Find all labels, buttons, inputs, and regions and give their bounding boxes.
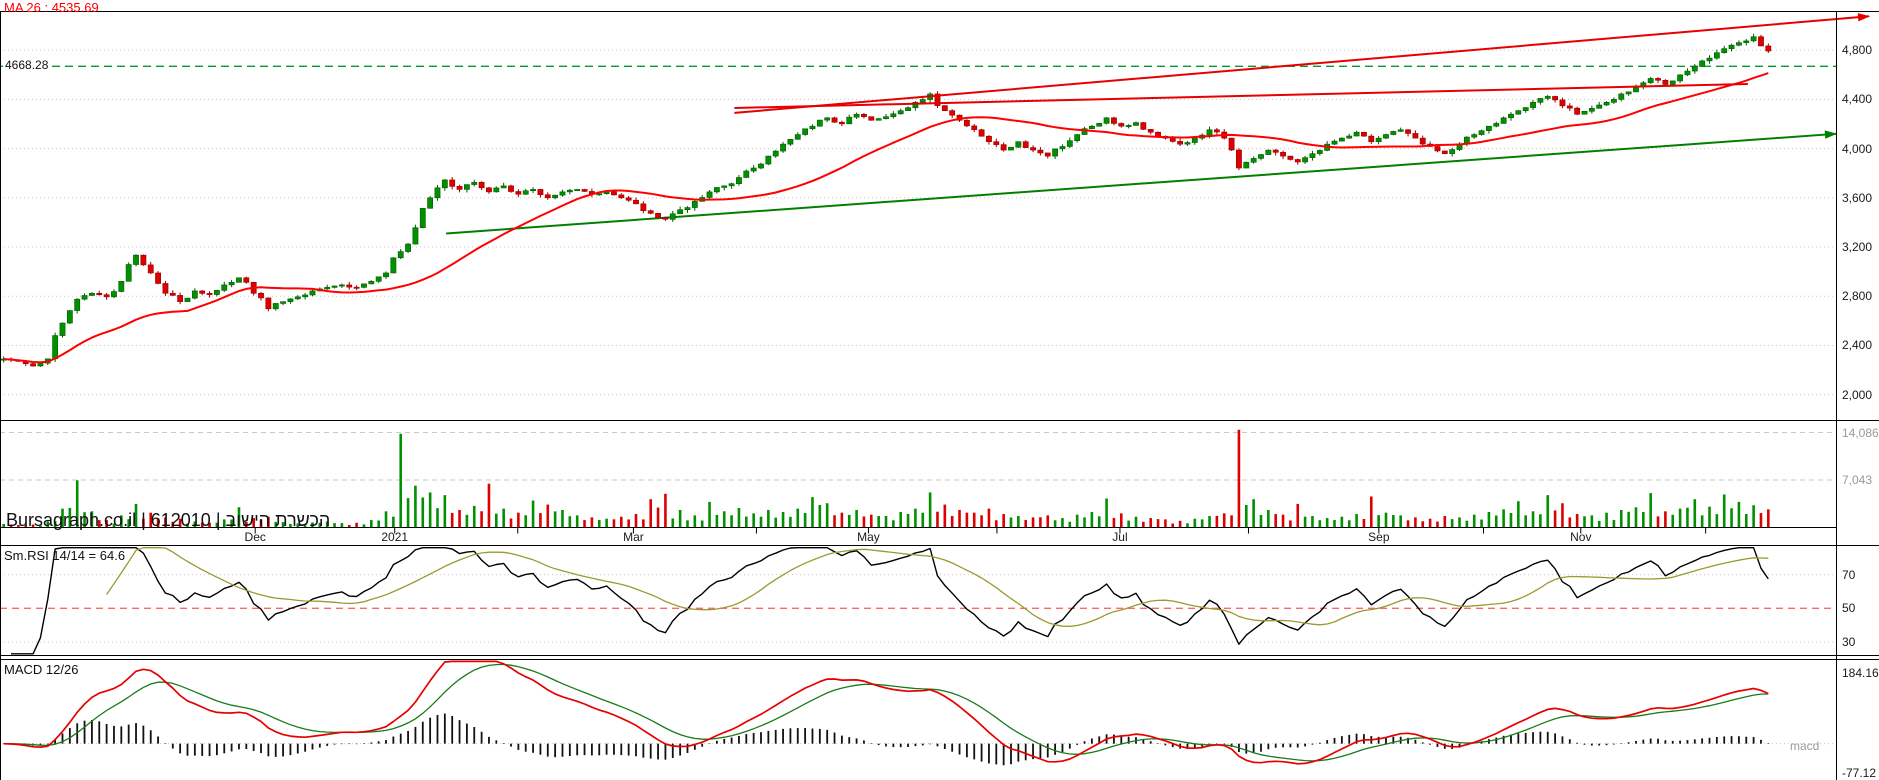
price-axis-tick-label: 3,200 bbox=[1842, 240, 1873, 254]
volume-gridlines bbox=[0, 432, 1836, 481]
macd-line bbox=[3, 660, 1769, 765]
macd-axis-tick-label: -77.12 bbox=[1842, 766, 1877, 780]
time-axis-month-label: Dec bbox=[244, 530, 266, 544]
rsi-smoothed-line bbox=[106, 547, 1769, 627]
price-axis-tick-label: 4,000 bbox=[1842, 141, 1873, 156]
month-ticks bbox=[254, 527, 1707, 534]
volume-axis-tick-label: 14,086 bbox=[1842, 425, 1879, 440]
time-axis-month-label: 2021 bbox=[381, 530, 409, 544]
price-axis-tick-label: 3,600 bbox=[1842, 190, 1873, 205]
macd-axis-tick-label: 184.16 bbox=[1842, 666, 1879, 681]
support-trendline bbox=[446, 130, 1837, 235]
rsi-axis-tick-label: 50 bbox=[1842, 601, 1856, 616]
macd-histogram bbox=[2, 713, 1770, 766]
macd-axis-name-label: macd bbox=[1790, 739, 1820, 753]
price-axis-tick-label: 2,800 bbox=[1842, 289, 1873, 304]
time-axis-month-label: Sep bbox=[1368, 530, 1390, 544]
ma-line bbox=[3, 72, 1769, 364]
panel-borders bbox=[0, 11, 1879, 780]
time-axis-month-label: Mar bbox=[623, 530, 644, 544]
volume-axis-tick-label: 7,043 bbox=[1842, 473, 1873, 488]
rsi-line bbox=[11, 547, 1769, 655]
rsi-axis-tick-label: 70 bbox=[1842, 567, 1856, 582]
price-axis-tick-label: 4,400 bbox=[1842, 92, 1873, 107]
macd-indicator-label: MACD 12/26 bbox=[4, 662, 79, 677]
candlestick-series bbox=[0, 33, 1772, 367]
rsi-indicator-label: Sm.RSI 14/14 = 64.6 bbox=[4, 548, 126, 563]
ma-value-label: MA 26 : 4535.69 bbox=[4, 0, 99, 15]
price-level-label: 4668.28 bbox=[3, 58, 51, 73]
price-axis-tick-label: 2,000 bbox=[1842, 387, 1873, 402]
volume-bars bbox=[2, 429, 1770, 528]
time-axis-month-label: May bbox=[857, 530, 880, 544]
price-axis-tick-label: 4,800 bbox=[1842, 43, 1873, 58]
time-axis-month-label: Jul bbox=[1112, 530, 1128, 544]
time-axis-month-label: Nov bbox=[1570, 530, 1592, 544]
resistance-trendlines bbox=[734, 13, 1870, 114]
watermark-ticker-title: Bursagraph.co.il | 612010 | הכשרת הישוב bbox=[6, 510, 331, 530]
price-axis-tick-label: 2,400 bbox=[1842, 338, 1873, 353]
rsi-axis-tick-label: 30 bbox=[1842, 635, 1856, 650]
